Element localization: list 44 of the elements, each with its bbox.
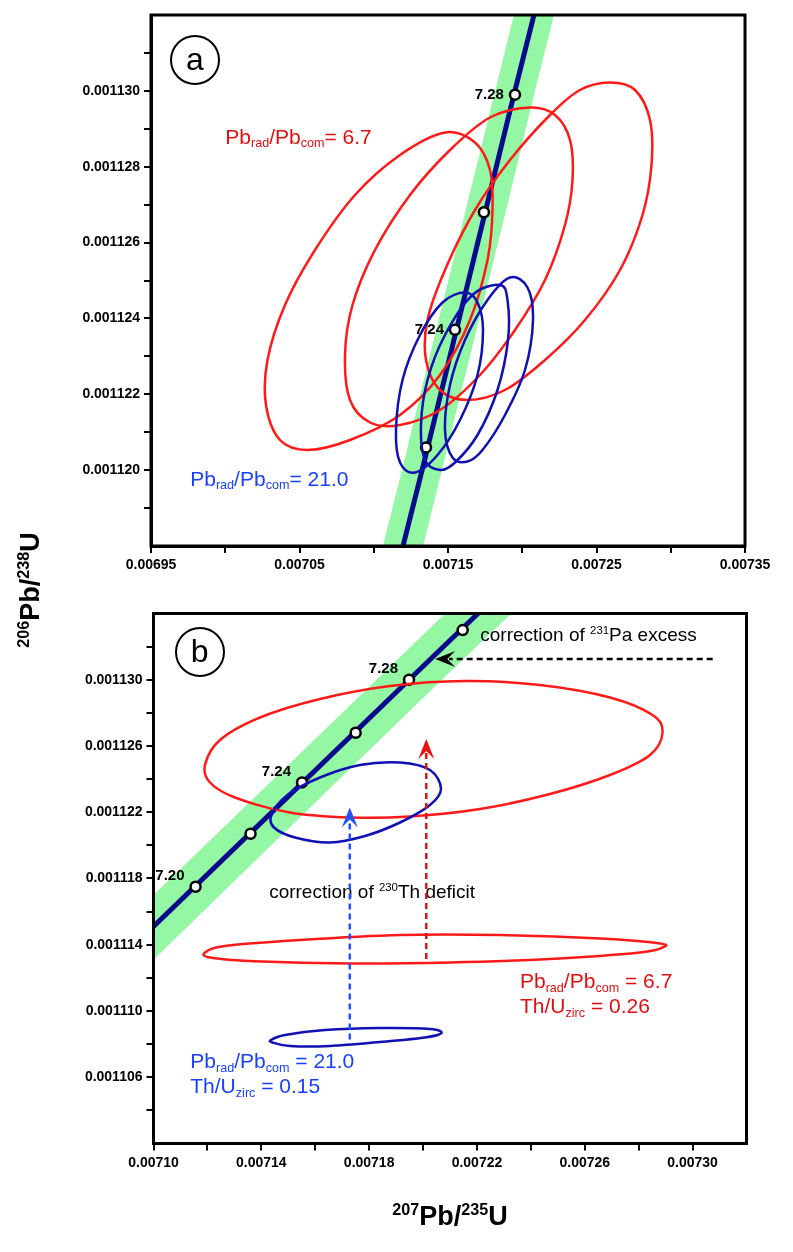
x-tick-label: 0.00718 [343, 1153, 395, 1170]
point [189, 880, 202, 894]
annotation: 7.28 [368, 658, 399, 676]
y-tick-label: 0.001130 [82, 81, 141, 98]
y-tick-label: 0.001106 [84, 1068, 143, 1085]
x-tick-label: 0.00722 [451, 1153, 503, 1170]
point [448, 323, 462, 337]
x-tick-label: 0.00695 [125, 556, 177, 573]
x-tick-label: 0.00715 [422, 556, 474, 573]
y-tick-label: 0.001120 [82, 461, 141, 477]
annotation: correction of $^{230}$Th deficit [269, 880, 476, 902]
x-axis-title: $^{207}$Pb/$^{235}$U [392, 1199, 508, 1231]
x-tick-label: 0.00710 [128, 1153, 180, 1170]
x-tick-label: 0.00730 [667, 1153, 719, 1170]
y-tick-label: 0.001114 [85, 935, 143, 952]
point [477, 205, 491, 219]
y-tick-label: 0.001118 [85, 869, 143, 886]
point [244, 827, 257, 841]
y-tick-label: 0.001130 [84, 670, 143, 687]
text: Pb$_{rad}$/Pb$_{com}$ = 21.0 Th/U$_{zirc}$ = 0.15 [190, 1048, 355, 1100]
annotation: correction of $^{231}$Pa excess [480, 624, 697, 646]
annotation: Pb$_{rad}$/Pb$_{com}$= 21.0 [190, 466, 349, 493]
point [508, 88, 522, 101]
text: b [174, 627, 225, 678]
y-tick-label: 0.001126 [84, 736, 143, 753]
x-tick-label: 0.00725 [571, 556, 623, 573]
point [456, 623, 469, 637]
x-tick-label: 0.00705 [274, 556, 326, 573]
y-tick-label: 0.001110 [85, 1001, 143, 1018]
y-tick-label: 0.001126 [82, 233, 141, 250]
y-tick-label: 0.001122 [84, 803, 143, 820]
text: Pb$_{rad}$/Pb$_{com}$ = 6.7 Th/U$_{zirc}$ = 0.26 [519, 969, 673, 1020]
y-tick-label: 0.001128 [82, 157, 141, 174]
x-tick-label: 0.00735 [719, 556, 771, 573]
point [349, 726, 362, 739]
annotation: 7.28 [474, 84, 504, 102]
y-tick-label: 0.001124 [82, 309, 141, 326]
x-tick-label: 0.00726 [559, 1153, 611, 1170]
annotation: 7.24 [261, 761, 292, 779]
text: a [169, 35, 220, 86]
y-tick-label: 0.001122 [82, 385, 141, 402]
annotation: Pb$_{rad}$/Pb$_{com}$= 6.7 [225, 124, 372, 151]
annotation: 7.20 [155, 865, 185, 883]
x-tick-label: 0.00714 [236, 1153, 287, 1170]
